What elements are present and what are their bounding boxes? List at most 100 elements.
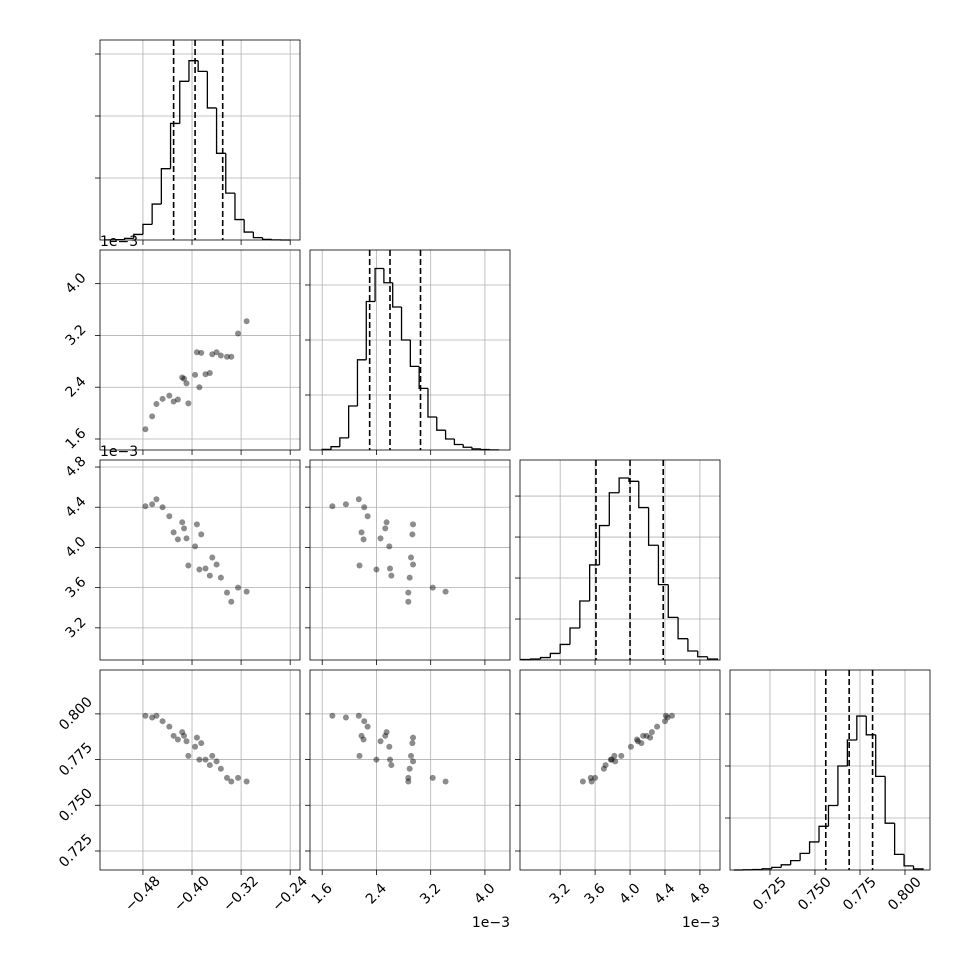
histogram-step: [133, 233, 143, 239]
sample-point: [206, 369, 213, 376]
sample-point: [217, 352, 224, 359]
sample-point: [360, 736, 367, 743]
sample-point: [664, 714, 671, 721]
histogram-step: [638, 481, 649, 509]
histogram-step: [761, 868, 772, 870]
sample-point: [223, 589, 230, 596]
sample-point: [662, 712, 669, 719]
y-tick-label: 0.800: [56, 694, 96, 734]
histogram-step: [365, 300, 376, 360]
sample-point: [358, 732, 365, 739]
sample-point: [638, 740, 645, 747]
sample-point: [329, 712, 336, 719]
histogram-step: [790, 859, 801, 865]
sample-point: [196, 756, 203, 763]
sample-point: [355, 496, 362, 503]
y-tick-label: 3.6: [62, 574, 89, 601]
histogram-step: [330, 446, 340, 450]
sample-point: [442, 778, 449, 785]
histogram-step: [347, 405, 358, 438]
histogram-step: [392, 282, 402, 308]
sample-point: [153, 401, 160, 408]
sample-point: [192, 743, 199, 750]
histogram-step: [608, 492, 620, 526]
sample-point: [405, 778, 412, 785]
sample-point: [429, 584, 436, 591]
sample-point: [196, 384, 203, 391]
x-tick-label: 3.2: [417, 880, 444, 907]
sample-point: [588, 778, 595, 785]
sample-point: [600, 765, 607, 772]
sample-point: [360, 536, 367, 543]
sample-point: [383, 519, 390, 526]
histogram-step: [409, 339, 420, 368]
sample-point: [166, 513, 173, 520]
sample-point: [183, 738, 190, 745]
x-tick-label: −0.24: [269, 873, 311, 915]
y-tick-label: 0.775: [56, 740, 96, 780]
sample-point: [185, 400, 192, 407]
sample-point: [408, 752, 415, 759]
histogram-step: [234, 193, 245, 221]
histogram-step: [827, 804, 838, 827]
sample-point: [228, 778, 235, 785]
histogram-step: [123, 237, 134, 240]
y-tick-label: 0.725: [56, 831, 96, 871]
sample-point: [405, 589, 412, 596]
sample-point: [634, 736, 641, 743]
x-tick-label: 0.800: [885, 874, 925, 914]
sample-point: [217, 765, 224, 772]
histogram-step: [618, 477, 629, 493]
sample-point: [223, 774, 230, 781]
sample-point: [228, 353, 235, 360]
sample-point: [587, 774, 594, 781]
panel-frame: [99, 669, 301, 871]
sample-point: [386, 743, 393, 750]
histogram-step: [837, 765, 848, 806]
sample-point: [202, 756, 209, 763]
histogram-step: [875, 734, 886, 778]
sample-point: [382, 525, 389, 532]
sample-point: [166, 392, 173, 399]
sample-point: [198, 740, 205, 747]
histogram-step: [677, 617, 688, 640]
histogram-step: [884, 776, 895, 824]
histogram-step: [657, 545, 669, 586]
panel-frame: [519, 459, 721, 661]
sample-point: [602, 762, 609, 769]
sample-point: [406, 765, 413, 772]
sample-point: [383, 729, 390, 736]
histogram-step: [667, 584, 679, 619]
histogram-step: [160, 168, 171, 205]
histogram-step: [427, 388, 437, 418]
panel-frame: [519, 669, 721, 871]
panel-frame: [99, 459, 301, 661]
histogram-step: [818, 825, 829, 842]
histogram-step: [856, 715, 867, 740]
sample-point: [149, 714, 156, 721]
histogram-step: [780, 864, 791, 868]
x-tick-label: −0.32: [220, 873, 262, 915]
histogram-step: [400, 306, 411, 341]
sample-point: [342, 714, 349, 721]
sample-point: [223, 353, 230, 360]
sample-point: [170, 398, 177, 405]
x-offset-label: 1e−3: [682, 915, 720, 931]
histogram-step: [374, 267, 384, 302]
sample-point: [647, 734, 654, 741]
sample-point: [149, 413, 156, 420]
histogram-step: [418, 366, 428, 390]
sample-point: [342, 501, 349, 508]
sample-point: [406, 574, 413, 581]
histogram-step: [453, 438, 464, 446]
histogram-step: [539, 656, 551, 660]
sample-point: [149, 501, 156, 508]
sample-point: [206, 762, 213, 769]
sample-point: [364, 513, 371, 520]
histogram-step: [243, 219, 254, 233]
sample-point: [183, 535, 190, 542]
sample-point: [408, 554, 415, 561]
sample-point: [405, 598, 412, 605]
sample-point: [174, 736, 181, 743]
panel-frame: [99, 39, 301, 241]
